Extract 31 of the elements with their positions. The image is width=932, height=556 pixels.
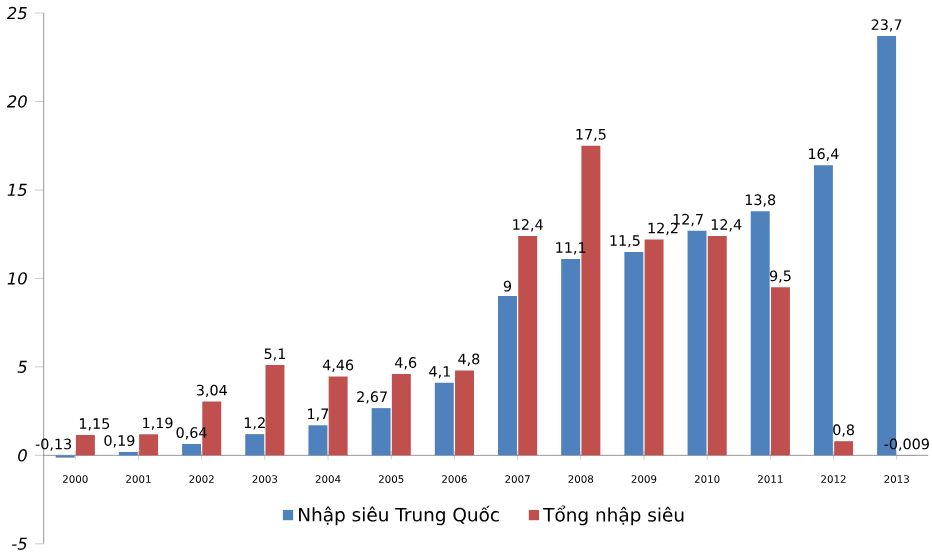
legend-label: Nhập siêu Trung Quốc xyxy=(299,505,499,525)
bar xyxy=(644,239,664,455)
bar xyxy=(265,364,285,455)
bar xyxy=(328,376,348,455)
y-tick-label: 25 xyxy=(6,6,27,19)
bar xyxy=(770,286,790,455)
bar xyxy=(498,295,517,455)
bar xyxy=(518,235,538,455)
y-tick-label: 20 xyxy=(6,94,27,108)
bar xyxy=(371,407,391,455)
bar xyxy=(308,424,328,455)
bar xyxy=(561,258,581,455)
y-tick-label: 0 xyxy=(18,448,27,462)
bar xyxy=(687,230,707,455)
y-tick-label: 5 xyxy=(17,360,27,373)
bar xyxy=(182,443,202,455)
y-tick-label: 15 xyxy=(7,183,27,196)
bar xyxy=(139,433,159,455)
y-tick-label: 10 xyxy=(7,271,27,285)
bar xyxy=(813,164,833,455)
bar xyxy=(434,382,454,455)
bar xyxy=(624,251,644,455)
bar xyxy=(707,235,727,455)
bar xyxy=(834,440,854,455)
bar xyxy=(455,370,474,455)
bar xyxy=(75,434,95,455)
bar xyxy=(245,433,265,455)
bar xyxy=(750,210,770,455)
y-tick-label: -5 xyxy=(12,537,27,550)
bar xyxy=(391,373,411,455)
legend-label: Tổng nhập siêu xyxy=(543,505,684,525)
